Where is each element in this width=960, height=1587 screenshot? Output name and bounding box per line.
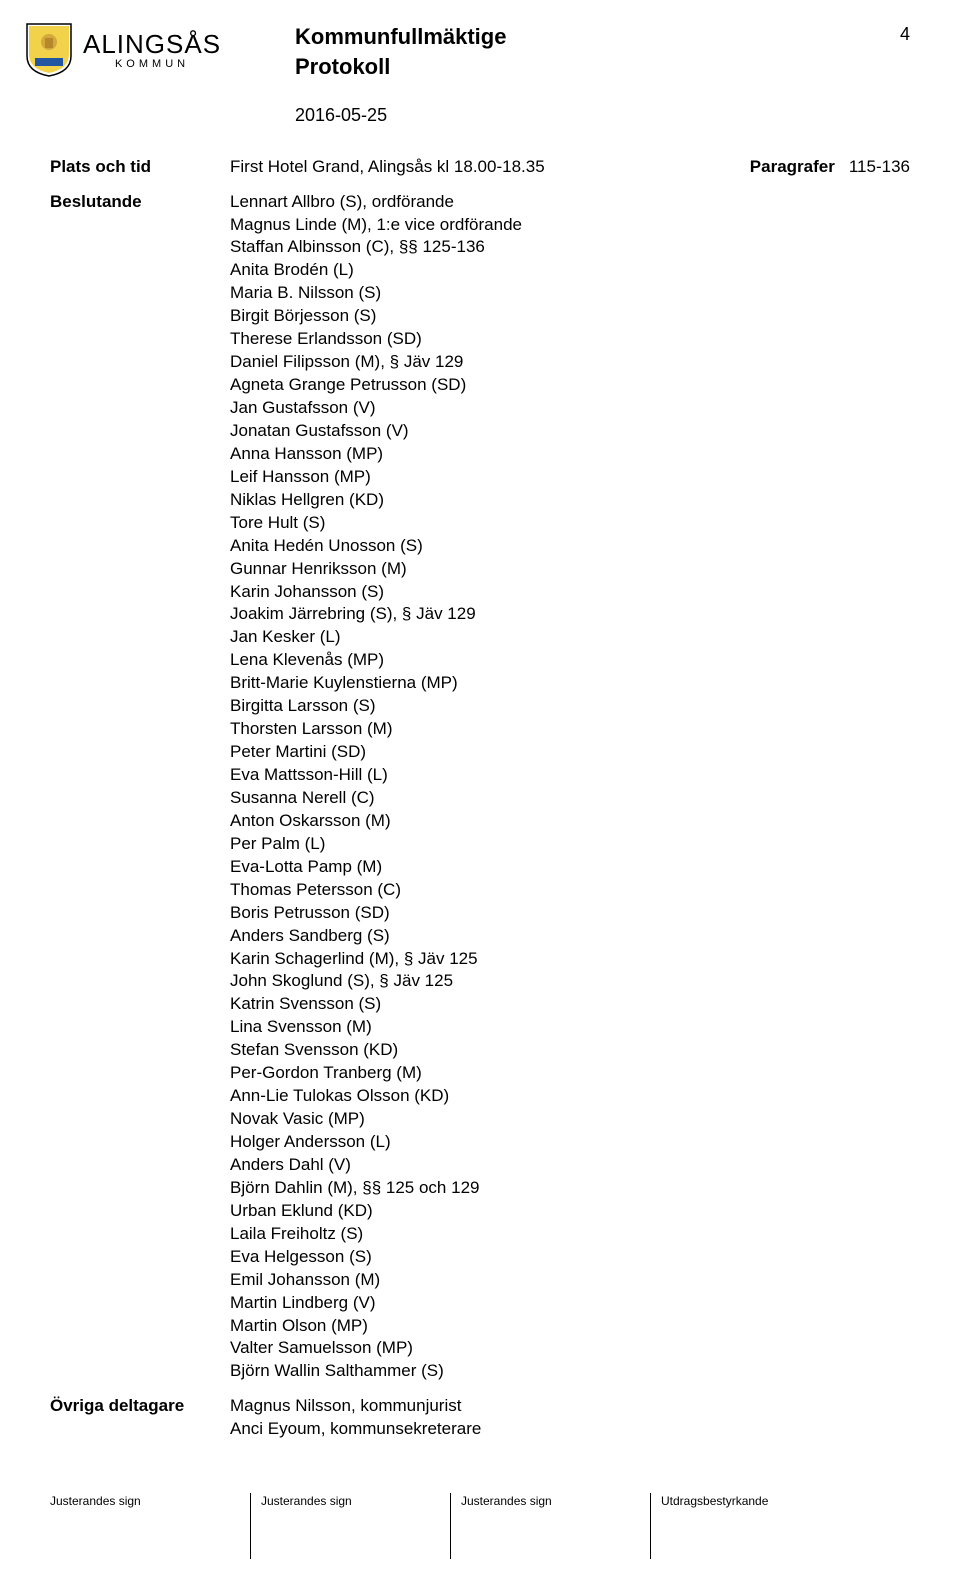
attendee-line: Britt-Marie Kuylenstierna (MP) <box>230 672 910 695</box>
attendee-line: Lennart Allbro (S), ordförande <box>230 191 910 214</box>
attendee-line: Per-Gordon Tranberg (M) <box>230 1062 910 1085</box>
attendee-line: John Skoglund (S), § Jäv 125 <box>230 970 910 993</box>
ovriga-label: Övriga deltagare <box>50 1395 230 1441</box>
attendee-line: Per Palm (L) <box>230 833 910 856</box>
logo-main-text: ALINGSÅS <box>83 31 221 57</box>
attendee-line: Emil Johansson (M) <box>230 1269 910 1292</box>
attendee-line: Anna Hansson (MP) <box>230 443 910 466</box>
attendee-line: Therese Erlandsson (SD) <box>230 328 910 351</box>
attendee-line: Eva Helgesson (S) <box>230 1246 910 1269</box>
attendee-line: Thomas Petersson (C) <box>230 879 910 902</box>
plats-value: First Hotel Grand, Alingsås kl 18.00-18.… <box>230 156 545 179</box>
attendee-list: Lennart Allbro (S), ordförandeMagnus Lin… <box>230 191 910 1384</box>
attendee-line: Anita Hedén Unosson (S) <box>230 535 910 558</box>
attendee-line: Novak Vasic (MP) <box>230 1108 910 1131</box>
attendee-line: Susanna Nerell (C) <box>230 787 910 810</box>
ovriga-line: Anci Eyoum, kommunsekreterare <box>230 1418 910 1441</box>
ovriga-line: Magnus Nilsson, kommunjurist <box>230 1395 910 1418</box>
attendee-line: Peter Martini (SD) <box>230 741 910 764</box>
attendee-line: Lena Klevenås (MP) <box>230 649 910 672</box>
attendee-line: Karin Schagerlind (M), § Jäv 125 <box>230 948 910 971</box>
footer-sign-1: Justerandes sign <box>50 1493 250 1559</box>
attendee-line: Maria B. Nilsson (S) <box>230 282 910 305</box>
page-number: 4 <box>880 22 910 46</box>
attendee-line: Anders Dahl (V) <box>230 1154 910 1177</box>
attendee-line: Staffan Albinsson (C), §§ 125-136 <box>230 236 910 259</box>
attendee-line: Magnus Linde (M), 1:e vice ordförande <box>230 214 910 237</box>
attendee-line: Agneta Grange Petrusson (SD) <box>230 374 910 397</box>
attendee-line: Karin Johansson (S) <box>230 581 910 604</box>
attendee-line: Martin Lindberg (V) <box>230 1292 910 1315</box>
document-title: Kommunfullmäktige <box>295 22 880 52</box>
attendee-line: Eva-Lotta Pamp (M) <box>230 856 910 879</box>
attendee-line: Daniel Filipsson (M), § Jäv 129 <box>230 351 910 374</box>
attendee-line: Jonatan Gustafsson (V) <box>230 420 910 443</box>
attendee-line: Birgitta Larsson (S) <box>230 695 910 718</box>
plats-label: Plats och tid <box>50 156 230 179</box>
attendee-line: Gunnar Henriksson (M) <box>230 558 910 581</box>
attendee-line: Jan Kesker (L) <box>230 626 910 649</box>
attendee-line: Björn Wallin Salthammer (S) <box>230 1360 910 1383</box>
attendee-line: Birgit Börjesson (S) <box>230 305 910 328</box>
document-subtitle: Protokoll <box>295 52 880 82</box>
logo-sub-text: KOMMUN <box>83 59 221 70</box>
paragrafer-value: 115-136 <box>849 156 910 179</box>
content: Plats och tid First Hotel Grand, Alingså… <box>0 128 960 1442</box>
header-titles: Kommunfullmäktige Protokoll 2016-05-25 <box>295 22 880 128</box>
ovriga-list: Magnus Nilsson, kommunjuristAnci Eyoum, … <box>230 1395 910 1441</box>
attendee-line: Eva Mattsson-Hill (L) <box>230 764 910 787</box>
attendee-line: Stefan Svensson (KD) <box>230 1039 910 1062</box>
attendee-line: Anita Brodén (L) <box>230 259 910 282</box>
attendee-line: Björn Dahlin (M), §§ 125 och 129 <box>230 1177 910 1200</box>
ovriga-row: Övriga deltagare Magnus Nilsson, kommunj… <box>50 1395 910 1441</box>
attendee-line: Martin Olson (MP) <box>230 1315 910 1338</box>
page-header: ALINGSÅS KOMMUN Kommunfullmäktige Protok… <box>0 0 960 128</box>
attendee-line: Jan Gustafsson (V) <box>230 397 910 420</box>
plats-row: Plats och tid First Hotel Grand, Alingså… <box>50 156 910 179</box>
document-date: 2016-05-25 <box>295 103 880 127</box>
attendee-line: Laila Freiholtz (S) <box>230 1223 910 1246</box>
footer-utdrag: Utdragsbestyrkande <box>650 1493 910 1559</box>
attendee-line: Anders Sandberg (S) <box>230 925 910 948</box>
beslutande-label: Beslutande <box>50 191 230 1384</box>
attendee-line: Holger Andersson (L) <box>230 1131 910 1154</box>
attendee-line: Urban Eklund (KD) <box>230 1200 910 1223</box>
attendee-line: Anton Oskarsson (M) <box>230 810 910 833</box>
attendee-line: Boris Petrusson (SD) <box>230 902 910 925</box>
attendee-line: Thorsten Larsson (M) <box>230 718 910 741</box>
attendee-line: Tore Hult (S) <box>230 512 910 535</box>
footer: Justerandes sign Justerandes sign Juster… <box>50 1493 910 1559</box>
paragrafer: Paragrafer 115-136 <box>750 156 910 179</box>
attendee-line: Valter Samuelsson (MP) <box>230 1337 910 1360</box>
beslutande-row: Beslutande Lennart Allbro (S), ordförand… <box>50 191 910 1384</box>
attendee-line: Joakim Järrebring (S), § Jäv 129 <box>230 603 910 626</box>
paragrafer-label: Paragrafer <box>750 156 835 179</box>
attendee-line: Lina Svensson (M) <box>230 1016 910 1039</box>
attendee-line: Katrin Svensson (S) <box>230 993 910 1016</box>
footer-sign-3: Justerandes sign <box>450 1493 650 1559</box>
logo: ALINGSÅS KOMMUN <box>25 22 295 78</box>
attendee-line: Ann-Lie Tulokas Olsson (KD) <box>230 1085 910 1108</box>
attendee-line: Leif Hansson (MP) <box>230 466 910 489</box>
footer-sign-2: Justerandes sign <box>250 1493 450 1559</box>
attendee-line: Niklas Hellgren (KD) <box>230 489 910 512</box>
logo-crest <box>25 22 73 78</box>
